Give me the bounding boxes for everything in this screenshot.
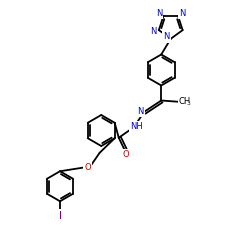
Text: CH: CH <box>179 97 191 106</box>
Text: N: N <box>156 9 162 18</box>
Text: N: N <box>163 32 170 41</box>
Text: N: N <box>180 9 186 18</box>
Text: N: N <box>138 106 144 116</box>
Text: 3: 3 <box>187 101 190 106</box>
Text: I: I <box>58 211 61 221</box>
Text: NH: NH <box>130 122 143 131</box>
Text: O: O <box>84 162 91 172</box>
Text: O: O <box>122 150 129 159</box>
Text: N: N <box>150 27 156 36</box>
